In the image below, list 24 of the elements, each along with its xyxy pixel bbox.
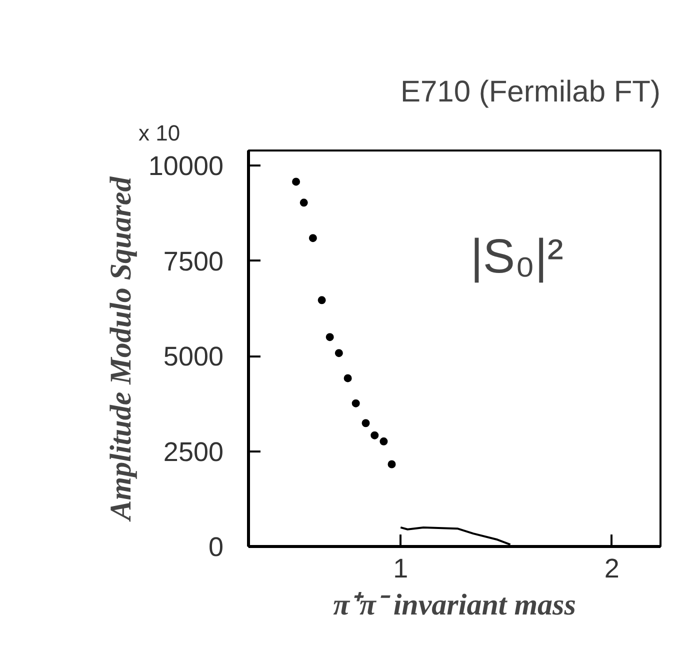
y-tick-label: 5000: [163, 342, 224, 372]
x-tick-label: 1: [393, 554, 408, 584]
y-tick-label: 10000: [148, 151, 224, 182]
text: x 10: [138, 120, 180, 146]
point: [308, 234, 317, 242]
x-axis-title: π⁺π⁻ invariant mass: [333, 588, 576, 622]
point: [380, 437, 388, 446]
point: [362, 419, 370, 428]
point: [352, 399, 360, 408]
point: [370, 431, 379, 440]
point: [388, 460, 396, 468]
annotation: |S₀|²: [470, 230, 564, 284]
point: [300, 198, 308, 207]
point: [318, 296, 326, 304]
point: [292, 178, 300, 186]
point: [344, 374, 352, 382]
point: [334, 349, 343, 358]
x-tick-label: 2: [604, 554, 620, 584]
point: [326, 333, 334, 342]
y-axis-title: Amplitude Modulo Squared: [104, 176, 138, 522]
y-tick-label: 2500: [163, 436, 224, 467]
y-tick-label: 0: [208, 532, 224, 562]
chart-title: E710 (Fermilab FT): [400, 76, 661, 108]
y-tick-label: 7500: [163, 246, 224, 276]
